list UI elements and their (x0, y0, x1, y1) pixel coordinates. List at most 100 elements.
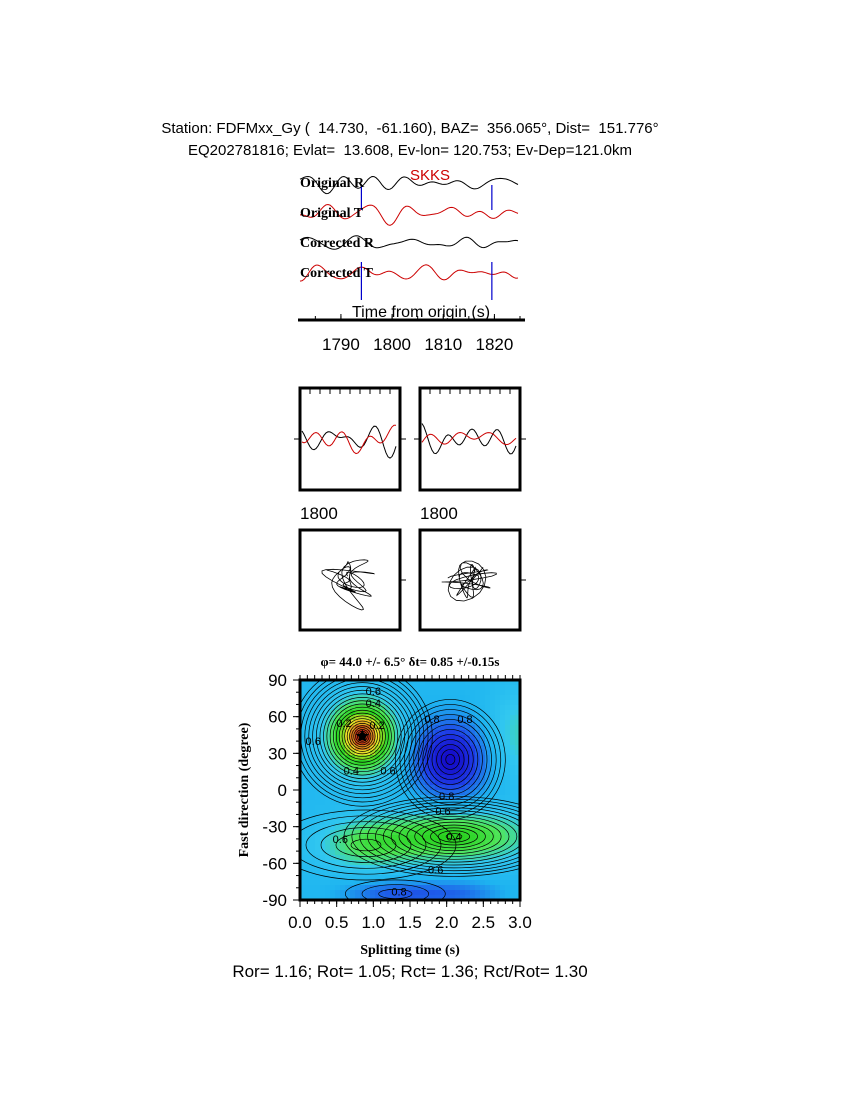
grid-cell (415, 790, 421, 796)
grid-cell (450, 885, 456, 891)
grid-cell (355, 820, 361, 826)
grid-cell (400, 875, 406, 881)
y-tick-label: 30 (268, 744, 287, 763)
grid-cell (485, 765, 491, 771)
grid-cell (480, 730, 486, 736)
grid-cell (495, 690, 501, 696)
grid-cell (450, 700, 456, 706)
grid-cell (505, 740, 511, 746)
grid-cell (505, 790, 511, 796)
grid-cell (450, 890, 456, 896)
grid-cell (430, 740, 436, 746)
waveform-radial (301, 425, 397, 459)
grid-cell (505, 725, 511, 731)
grid-cell (465, 815, 471, 821)
grid-cell (485, 700, 491, 706)
grid-cell (370, 890, 376, 896)
grid-cell (405, 890, 411, 896)
grid-cell (505, 770, 511, 776)
grid-cell (400, 870, 406, 876)
grid-cell (475, 780, 481, 786)
grid-cell (415, 780, 421, 786)
grid-cell (430, 790, 436, 796)
grid-cell (420, 830, 426, 836)
grid-cell (330, 840, 336, 846)
grid-cell (300, 840, 306, 846)
grid-cell (420, 695, 426, 701)
grid-cell (455, 835, 461, 841)
grid-cell (480, 740, 486, 746)
grid-cell (430, 680, 436, 686)
grid-cell (360, 710, 366, 716)
grid-cell (345, 725, 351, 731)
grid-cell (515, 760, 520, 766)
grid-cell (510, 725, 516, 731)
grid-cell (435, 775, 441, 781)
grid-cell (330, 850, 336, 856)
grid-cell (355, 775, 361, 781)
grid-cell (435, 895, 441, 900)
grid-cell (355, 870, 361, 876)
grid-cell (385, 855, 391, 861)
grid-cell (385, 690, 391, 696)
grid-cell (335, 765, 341, 771)
grid-cell (515, 825, 520, 831)
grid-cell (510, 760, 516, 766)
grid-cell (375, 790, 381, 796)
grid-cell (415, 795, 421, 801)
grid-cell (380, 785, 386, 791)
grid-cell (360, 865, 366, 871)
grid-cell (375, 680, 381, 686)
contour-ring (390, 813, 518, 860)
grid-cell (510, 855, 516, 861)
grid-cell (440, 765, 446, 771)
grid-cell (415, 800, 421, 806)
grid-cell (410, 810, 416, 816)
grid-cell (495, 855, 501, 861)
grid-cell (480, 745, 486, 751)
grid-cell (445, 860, 451, 866)
grid-cell (335, 855, 341, 861)
contour-ring (367, 804, 520, 869)
grid-cell (495, 870, 501, 876)
contour-label: 0.6 (435, 806, 450, 818)
grid-cell (315, 750, 321, 756)
grid-cell (450, 830, 456, 836)
grid-cell (445, 880, 451, 886)
grid-cell (365, 790, 371, 796)
grid-cell (505, 870, 511, 876)
grid-cell (330, 685, 336, 691)
grid-cell (390, 710, 396, 716)
grid-cell (490, 790, 496, 796)
grid-cell (340, 710, 346, 716)
grid-cell (330, 795, 336, 801)
grid-cell (455, 880, 461, 886)
grid-cell (350, 730, 356, 736)
grid-cell (400, 690, 406, 696)
grid-cell (500, 835, 506, 841)
grid-cell (325, 840, 331, 846)
grid-cell (390, 770, 396, 776)
grid-cell (380, 840, 386, 846)
grid-cell (445, 850, 451, 856)
grid-cell (485, 795, 491, 801)
grid-cell (320, 760, 326, 766)
grid-cell (495, 725, 501, 731)
grid-cell (320, 890, 326, 896)
grid-cell (455, 830, 461, 836)
grid-cell (420, 855, 426, 861)
grid-cell (325, 800, 331, 806)
grid-cell (490, 810, 496, 816)
grid-cell (375, 870, 381, 876)
grid-cell (395, 870, 401, 876)
grid-cell (365, 800, 371, 806)
grid-cell (500, 800, 506, 806)
grid-cell (390, 885, 396, 891)
grid-cell (485, 895, 491, 900)
grid-cell (440, 795, 446, 801)
grid-cell (500, 680, 506, 686)
grid-cell (430, 765, 436, 771)
grid-cell (365, 870, 371, 876)
grid-cell (430, 885, 436, 891)
